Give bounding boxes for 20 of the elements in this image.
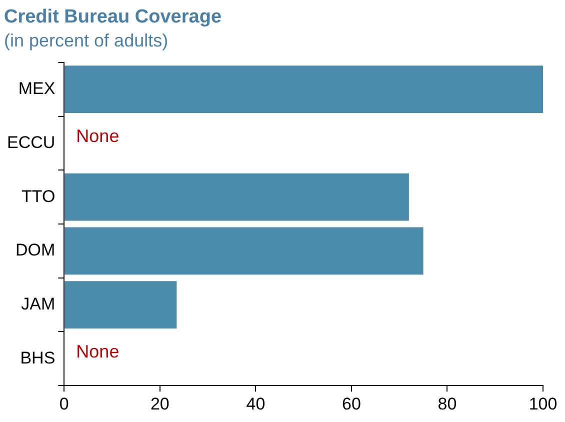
bar — [64, 173, 409, 221]
x-tick-label: 100 — [528, 394, 558, 414]
chart-title: Credit Bureau Coverage — [4, 6, 222, 28]
y-tick-label: JAM — [21, 294, 56, 314]
x-tick-label: 0 — [59, 394, 69, 414]
bar — [64, 66, 543, 114]
x-tick-label: 80 — [438, 394, 457, 414]
x-tick-label: 40 — [246, 394, 266, 414]
x-tick-label: 60 — [342, 394, 361, 414]
x-tick-label: 20 — [150, 394, 170, 414]
annotation: None — [76, 342, 120, 362]
bar — [64, 281, 177, 328]
y-tick-label: ECCU — [7, 132, 56, 152]
bar — [64, 227, 424, 275]
y-tick-label: MEX — [18, 79, 56, 98]
chart-subtitle: (in percent of adults) — [4, 30, 168, 51]
y-tick-label: BHS — [20, 348, 56, 368]
annotation: None — [76, 126, 120, 146]
y-tick-label: TTO — [21, 186, 56, 206]
y-tick-label: DOM — [16, 240, 56, 260]
